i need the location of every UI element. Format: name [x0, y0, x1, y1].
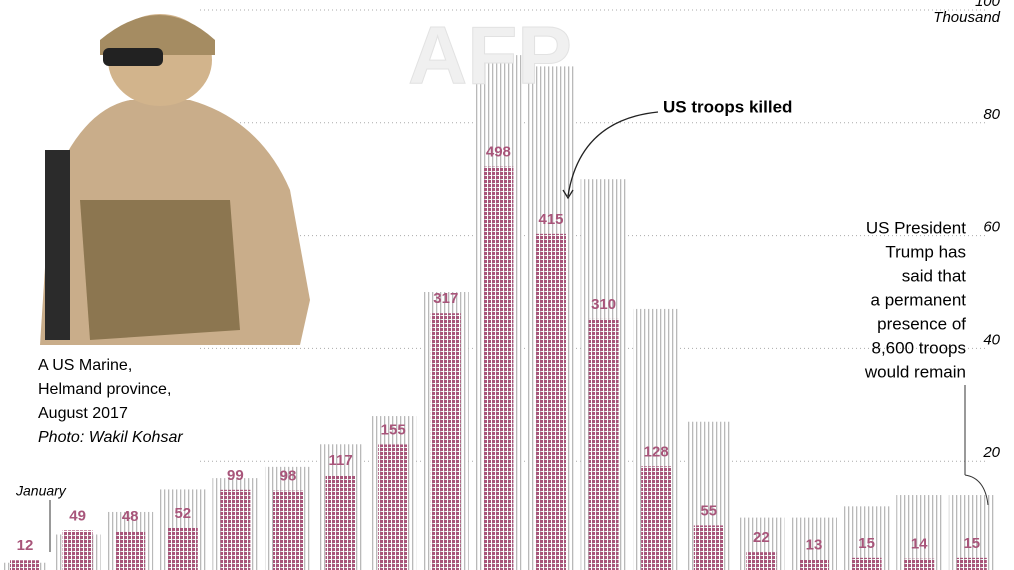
killed-bar [167, 527, 198, 570]
killed-bar [588, 318, 619, 570]
killed-bar [746, 552, 777, 570]
killed-bar [956, 557, 987, 570]
y-tick-label: 20 [982, 444, 1000, 461]
killed-bar [115, 531, 146, 570]
annotation: US troops killed [663, 97, 792, 116]
annotation: January [15, 483, 67, 499]
data-label: 310 [591, 296, 616, 313]
annotation-line [964, 474, 989, 506]
annotation: US President Trump has said that a permanen… [864, 218, 966, 381]
killed-bar [799, 559, 829, 570]
data-label: 99 [227, 467, 244, 484]
data-label: 155 [381, 421, 406, 438]
killed-bar [904, 558, 935, 570]
killed-bar [273, 490, 303, 570]
killed-bar [62, 530, 93, 570]
annotation-line-text: Trump has [885, 242, 966, 261]
annotation-line-text: presence of [877, 314, 966, 333]
data-label: 15 [963, 535, 980, 552]
data-label: 15 [858, 535, 875, 552]
annotation-line-text: a permanent [871, 290, 967, 309]
killed-bar [220, 489, 251, 570]
arrow-head [562, 189, 574, 200]
annotation-line-text: said that [902, 266, 967, 285]
caption: Helmand province, [38, 381, 171, 398]
killed-bar [10, 560, 40, 570]
y-tick-label: 100 [975, 0, 1001, 10]
killed-bar [430, 313, 461, 570]
y-tick-label: 60 [983, 219, 1000, 236]
caption: August 2017 [38, 405, 128, 422]
troop-bar [948, 495, 995, 570]
data-label: 117 [328, 452, 352, 469]
data-label: 14 [911, 536, 928, 553]
data-label: 128 [644, 443, 669, 460]
killed-bar [693, 525, 724, 570]
annotation-arrow [567, 111, 659, 197]
killed-bar [536, 233, 566, 570]
caption: A US Marine, [38, 357, 132, 374]
y-tick-label: 80 [983, 106, 1000, 123]
annotation-line-text: 8,600 troops [871, 338, 966, 357]
y-tick-label: 40 [983, 331, 1000, 348]
watermark: AFP [408, 11, 572, 102]
annotation-line-text: US President [866, 218, 966, 237]
killed-bar [325, 475, 356, 570]
data-label: 415 [538, 211, 563, 228]
data-label: 55 [700, 502, 717, 519]
data-label: 317 [433, 290, 458, 307]
data-label: 48 [122, 508, 139, 525]
data-label: 49 [69, 507, 86, 524]
photo [40, 14, 310, 345]
data-label: 22 [753, 529, 770, 546]
killed-bar [378, 444, 409, 570]
troop-bar [896, 495, 943, 570]
killed-bar [483, 166, 514, 570]
data-label: 52 [174, 505, 191, 522]
caption: Photo: Wakil Kohsar [38, 429, 183, 446]
data-label: 12 [17, 537, 34, 554]
bars: 12 49 48 52 99 98 117 155 317 498 415 310 128 55 22 13 1… [2, 55, 995, 570]
data-label: 98 [280, 468, 297, 485]
killed-bar [851, 557, 882, 570]
axis-label: Thousand [933, 9, 1000, 26]
annotation-line-text: would remain [864, 362, 966, 381]
killed-bar [641, 466, 672, 570]
data-label: 13 [806, 536, 823, 553]
data-label: 498 [486, 144, 511, 161]
